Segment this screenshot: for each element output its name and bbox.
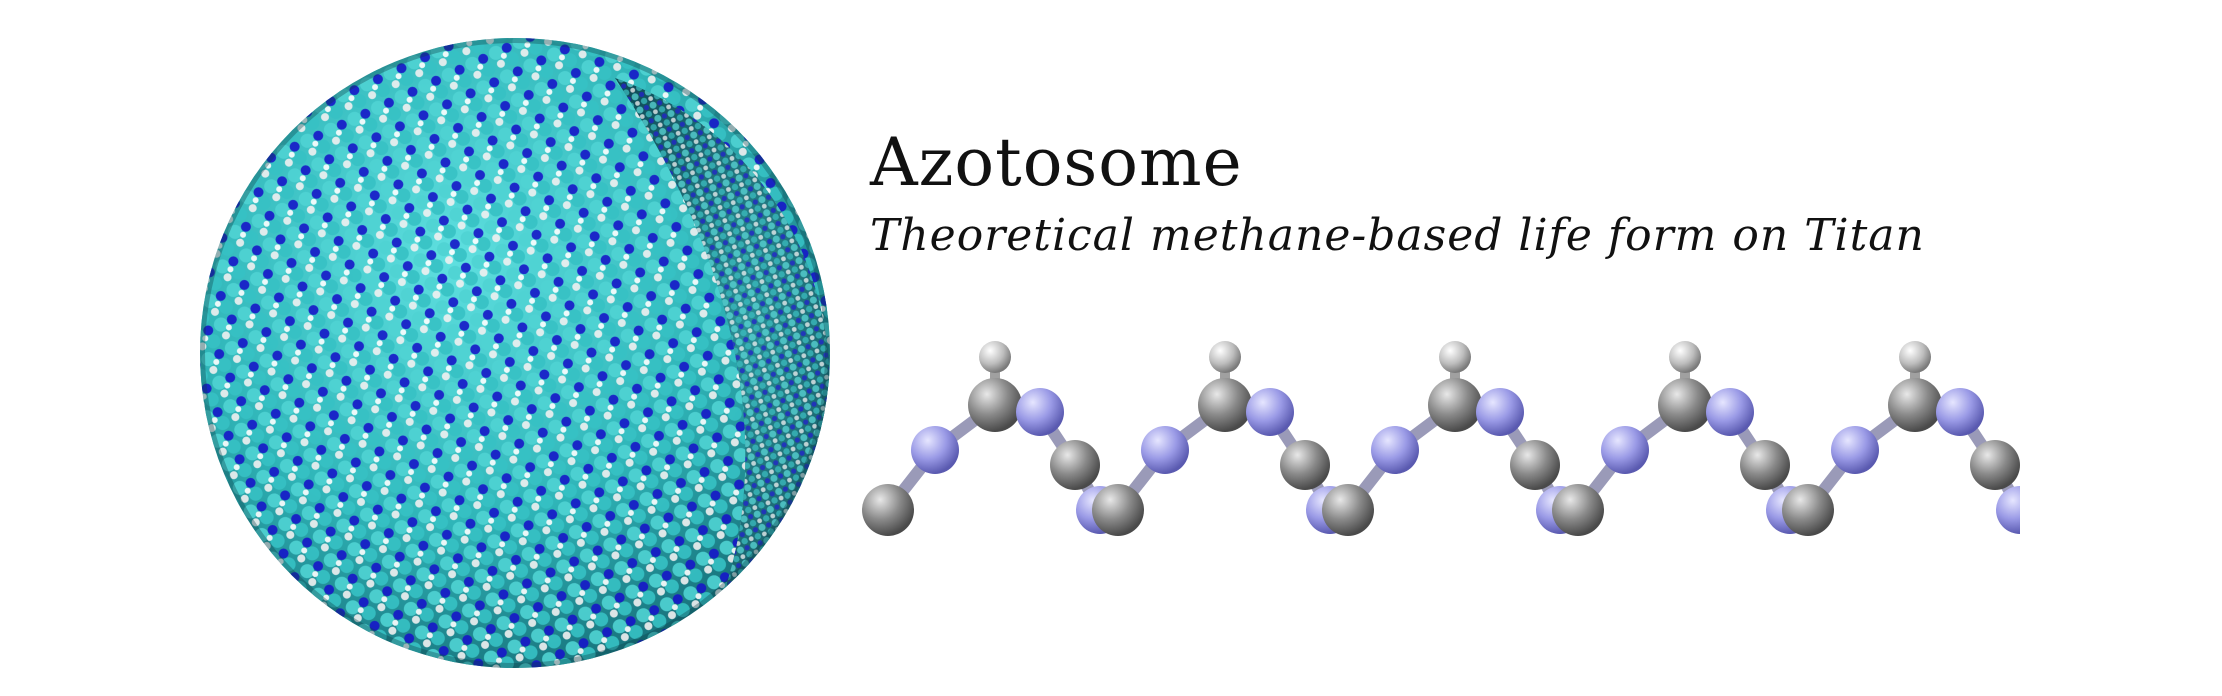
carbon-atom bbox=[1552, 484, 1604, 536]
azotosome-sphere-illustration bbox=[200, 38, 830, 668]
hydrogen-atom bbox=[979, 341, 1011, 373]
nitrogen-atom bbox=[1831, 426, 1879, 474]
carbon-atom bbox=[1322, 484, 1374, 536]
nitrogen-atom bbox=[911, 426, 959, 474]
carbon-atom bbox=[1510, 440, 1560, 490]
page-title: Azotosome bbox=[870, 124, 1243, 201]
carbon-atom bbox=[1050, 440, 1100, 490]
carbon-atom bbox=[862, 484, 914, 536]
nitrogen-atom bbox=[1706, 388, 1754, 436]
carbon-atom bbox=[1658, 378, 1712, 432]
hydrogen-atom bbox=[1209, 341, 1241, 373]
carbon-atom bbox=[1740, 440, 1790, 490]
carbon-atom bbox=[1198, 378, 1252, 432]
nitrogen-atom bbox=[1601, 426, 1649, 474]
carbon-atom bbox=[1888, 378, 1942, 432]
carbon-atom bbox=[1280, 440, 1330, 490]
nitrogen-atom bbox=[1936, 388, 1984, 436]
nitrogen-atom bbox=[1476, 388, 1524, 436]
nitrogen-atom bbox=[1371, 426, 1419, 474]
hydrogen-atom bbox=[1669, 341, 1701, 373]
molecular-chain-illustration bbox=[862, 341, 2020, 536]
carbon-atom bbox=[1782, 484, 1834, 536]
nitrogen-atom bbox=[1996, 486, 2020, 534]
carbon-atom bbox=[1092, 484, 1144, 536]
hydrogen-atom bbox=[1899, 341, 1931, 373]
hydrogen-atom bbox=[1439, 341, 1471, 373]
carbon-atom bbox=[1970, 440, 2020, 490]
nitrogen-atom bbox=[1246, 388, 1294, 436]
nitrogen-atom bbox=[1016, 388, 1064, 436]
page-subtitle: Theoretical methane-based life form on T… bbox=[870, 210, 1925, 261]
carbon-atom bbox=[1428, 378, 1482, 432]
chain-units bbox=[862, 341, 2020, 536]
nitrogen-atom bbox=[1141, 426, 1189, 474]
carbon-atom bbox=[968, 378, 1022, 432]
